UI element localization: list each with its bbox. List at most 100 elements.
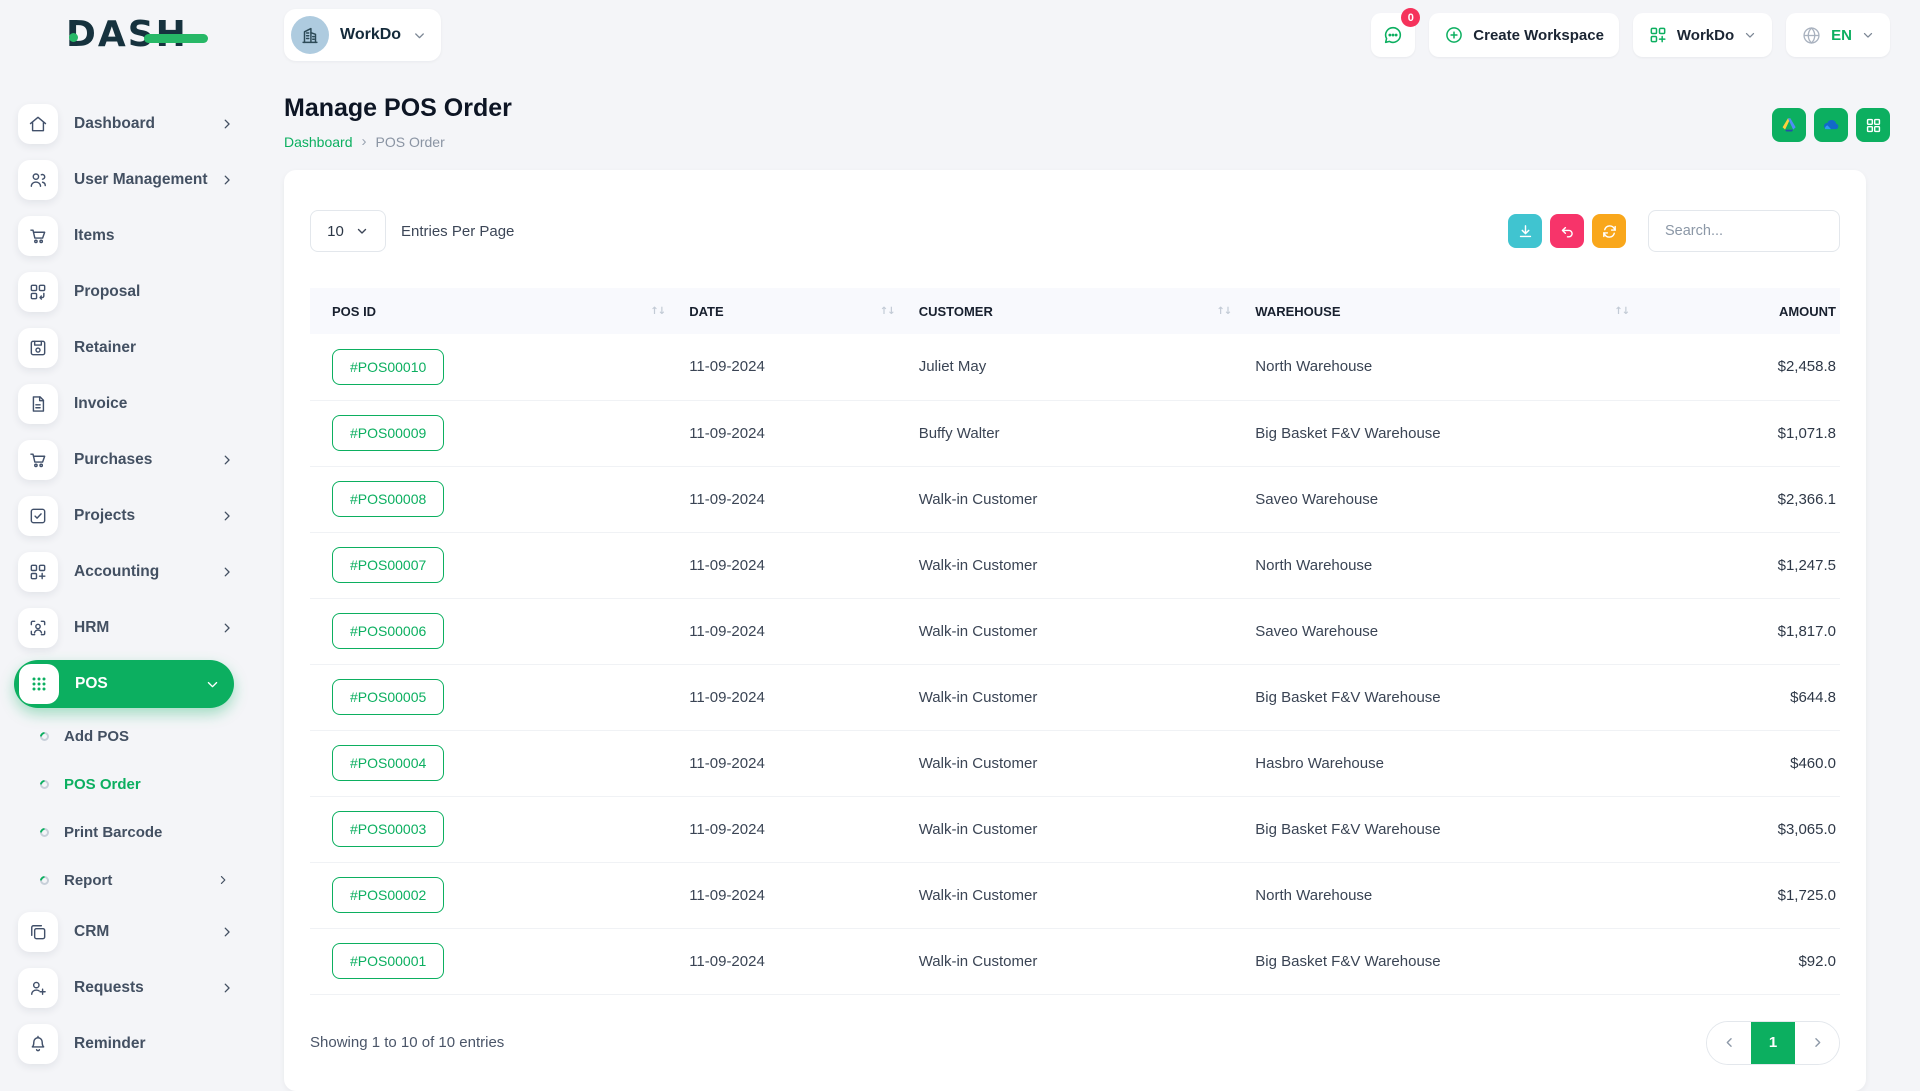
sidebar-item-label: Invoice [74, 395, 128, 412]
customer-cell: Buffy Walter [906, 400, 1244, 467]
chevron-down-icon [205, 677, 220, 692]
table-row: #POS00006 11-09-2024 Walk-in Customer Saveo… [310, 598, 1840, 665]
pos-id-badge[interactable]: #POS00003 [332, 811, 445, 847]
sidebar-item-projects[interactable]: Projects [0, 488, 258, 544]
customer-cell: Walk-in Customer [906, 466, 1244, 533]
bullet-icon [38, 825, 51, 839]
messages-button[interactable]: 0 [1371, 8, 1421, 57]
date-cell: 11-09-2024 [677, 400, 907, 467]
sidebar-item-label: Purchases [74, 451, 153, 468]
export-button[interactable] [1508, 214, 1542, 248]
sidebar-item-requests[interactable]: Requests [0, 960, 258, 1016]
main-content: Manage POS Order Dashboard › POS Order [284, 70, 1920, 1091]
sidebar-item-label: User Management [74, 171, 208, 188]
language-button[interactable]: EN [1786, 13, 1890, 57]
sidebar-subitem-pos-order[interactable]: POS Order [0, 760, 258, 808]
workspace-selector[interactable]: WorkDo [284, 9, 442, 61]
sidebar-item-accounting[interactable]: Accounting [0, 544, 258, 600]
pos-order-card: 10 Entries Per Page [284, 170, 1866, 1091]
bullet-icon [38, 729, 51, 743]
chevron-right-icon [220, 453, 234, 467]
pos-id-badge[interactable]: #POS00007 [332, 547, 445, 583]
sidebar-item-user-management[interactable]: User Management [0, 152, 258, 208]
breadcrumb: Dashboard › POS Order [284, 133, 1890, 150]
table-row: #POS00008 11-09-2024 Walk-in Customer Saveo… [310, 466, 1840, 533]
sort-icon[interactable]: ↑↓ [1216, 305, 1233, 317]
column-header-customer[interactable]: CUSTOMER ↑↓ [906, 288, 1244, 334]
chevron-right-icon [217, 874, 230, 887]
page-1-button[interactable]: 1 [1751, 1021, 1795, 1064]
pos-id-badge[interactable]: #POS00009 [332, 415, 445, 451]
workspace-menu-button[interactable]: WorkDo [1632, 13, 1773, 57]
date-cell: 11-09-2024 [677, 796, 907, 863]
sidebar-item-label: Report [64, 871, 113, 889]
pos-id-badge[interactable]: #POS00001 [332, 943, 445, 979]
column-header-warehouse[interactable]: WAREHOUSE ↑↓ [1243, 288, 1642, 334]
sidebar-item-crm[interactable]: CRM [0, 904, 258, 960]
topbar-actions: 0 Create Workspace WorkDo EN [1371, 8, 1890, 57]
sidebar-subitem-add-pos[interactable]: Add POS [0, 712, 258, 760]
refresh-button[interactable] [1592, 214, 1626, 248]
sort-icon[interactable]: ↑↓ [1614, 305, 1630, 317]
apps-grid-button[interactable] [1856, 108, 1890, 142]
warehouse-cell: Saveo Warehouse [1243, 466, 1642, 533]
sidebar-item-dashboard[interactable]: Dashboard [0, 96, 258, 152]
breadcrumb-current: POS Order [375, 133, 445, 150]
sidebar-item-invoice[interactable]: Invoice [0, 376, 258, 432]
sort-icon[interactable]: ↑↓ [650, 305, 666, 317]
pos-id-badge[interactable]: #POS00002 [332, 877, 445, 913]
plus-circle-icon [1446, 27, 1463, 43]
crm-icon [18, 912, 58, 952]
chevron-right-icon [220, 509, 234, 523]
date-cell: 11-09-2024 [677, 862, 907, 929]
pos-icon [19, 664, 59, 704]
table-footer: Showing 1 to 10 of 10 entries 1 [310, 1020, 1840, 1065]
sidebar-item-proposal[interactable]: Proposal [0, 264, 258, 320]
sidebar-item-reminder[interactable]: Reminder [0, 1016, 258, 1072]
breadcrumb-dashboard-link[interactable]: Dashboard [284, 133, 353, 150]
page-title: Manage POS Order [284, 94, 512, 122]
sidebar-item-retainer[interactable]: Retainer [0, 320, 258, 376]
sidebar-subitem-report[interactable]: Report [0, 856, 258, 904]
undo-icon [1561, 226, 1573, 238]
amount-cell: $1,725.0 [1641, 862, 1840, 929]
sidebar-item-purchases[interactable]: Purchases [0, 432, 258, 488]
previous-page-button[interactable] [1707, 1021, 1751, 1064]
column-header-amount[interactable]: AMOUNT [1641, 288, 1840, 334]
sidebar-item-pos[interactable]: POS [14, 660, 234, 708]
sidebar-item-label: Dashboard [74, 115, 155, 132]
sidebar-item-label: Add POS [64, 727, 130, 745]
chevron-down-icon [1861, 28, 1875, 42]
pos-id-badge[interactable]: #POS00010 [332, 348, 445, 385]
sidebar-item-items[interactable]: Items [0, 208, 258, 264]
amount-cell: $2,366.1 [1641, 466, 1840, 533]
entries-per-page-select[interactable]: 10 [310, 210, 386, 252]
pos-id-badge[interactable]: #POS00004 [332, 745, 445, 781]
google-drive-button[interactable] [1772, 108, 1806, 142]
warehouse-cell: Saveo Warehouse [1243, 598, 1642, 665]
language-label: EN [1831, 26, 1852, 44]
column-header-date[interactable]: DATE ↑↓ [677, 288, 907, 334]
amount-cell: $644.8 [1641, 664, 1840, 731]
pos-id-badge[interactable]: #POS00005 [332, 679, 445, 715]
sidebar-item-label: Proposal [74, 283, 141, 300]
bullet-icon [38, 873, 51, 887]
column-header-pos-id[interactable]: POS ID ↑↓ [310, 288, 678, 334]
pos-id-badge[interactable]: #POS00008 [332, 481, 445, 517]
chevron-down-icon [1743, 28, 1757, 42]
amount-cell: $92.0 [1641, 928, 1840, 995]
next-page-button[interactable] [1795, 1021, 1839, 1064]
undo-button[interactable] [1550, 214, 1584, 248]
chevron-down-icon [355, 224, 369, 238]
sidebar-item-label: Print Barcode [64, 823, 163, 841]
pos-id-badge[interactable]: #POS00006 [332, 613, 445, 649]
sidebar-subitem-print-barcode[interactable]: Print Barcode [0, 808, 258, 856]
page-header: Manage POS Order Dashboard › POS Order [284, 70, 1920, 150]
sidebar-item-hrm[interactable]: HRM [0, 600, 258, 656]
search-input[interactable] [1648, 210, 1840, 252]
customer-cell: Walk-in Customer [906, 862, 1244, 929]
date-cell: 11-09-2024 [677, 334, 907, 401]
create-workspace-button[interactable]: Create Workspace [1429, 13, 1619, 57]
sort-icon[interactable]: ↑↓ [879, 305, 896, 317]
onedrive-button[interactable] [1814, 108, 1848, 142]
